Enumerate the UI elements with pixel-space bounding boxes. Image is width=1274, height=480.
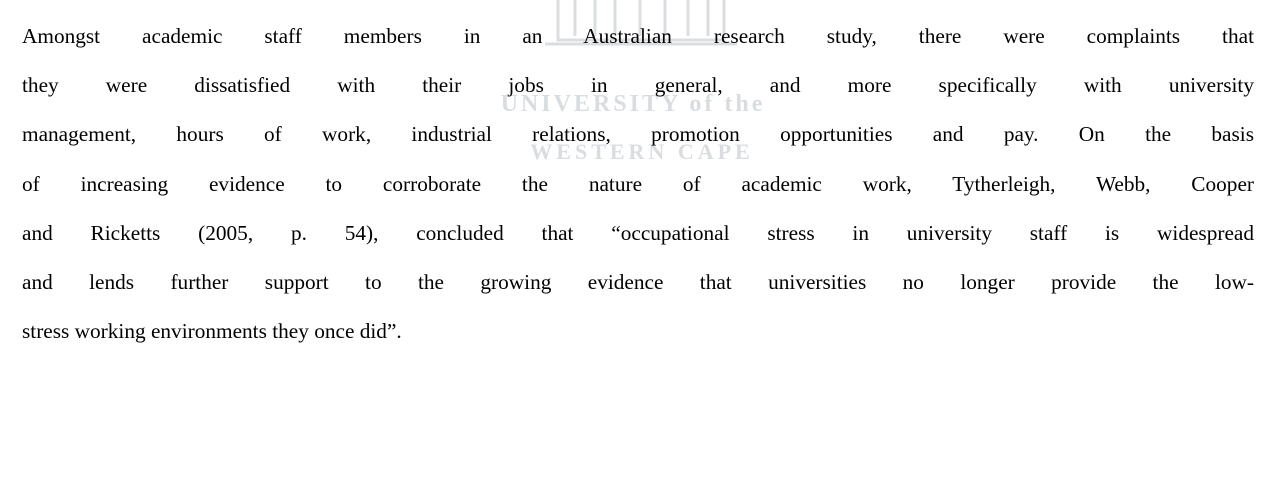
watermark-logo bbox=[545, 0, 737, 46]
watermark-line: WESTERN CAPE bbox=[530, 139, 753, 164]
text-line: stress working environments they once di… bbox=[22, 319, 402, 344]
text-line: management, hours of work, industrial re… bbox=[22, 122, 1254, 147]
text-line: of increasing evidence to corroborate th… bbox=[22, 171, 1254, 196]
text-line: and Ricketts (2005, p. 54), concluded th… bbox=[22, 220, 1254, 245]
text-line: they were dissatisfied with their jobs i… bbox=[22, 73, 1254, 98]
paragraph: Amongst academic staff members in an Aus… bbox=[22, 12, 1254, 356]
text-line: and lends further support to the growing… bbox=[22, 269, 1254, 294]
text-line: Amongst academic staff members in an Aus… bbox=[22, 24, 1254, 48]
watermark-line: UNIVERSITY of the bbox=[501, 91, 766, 117]
